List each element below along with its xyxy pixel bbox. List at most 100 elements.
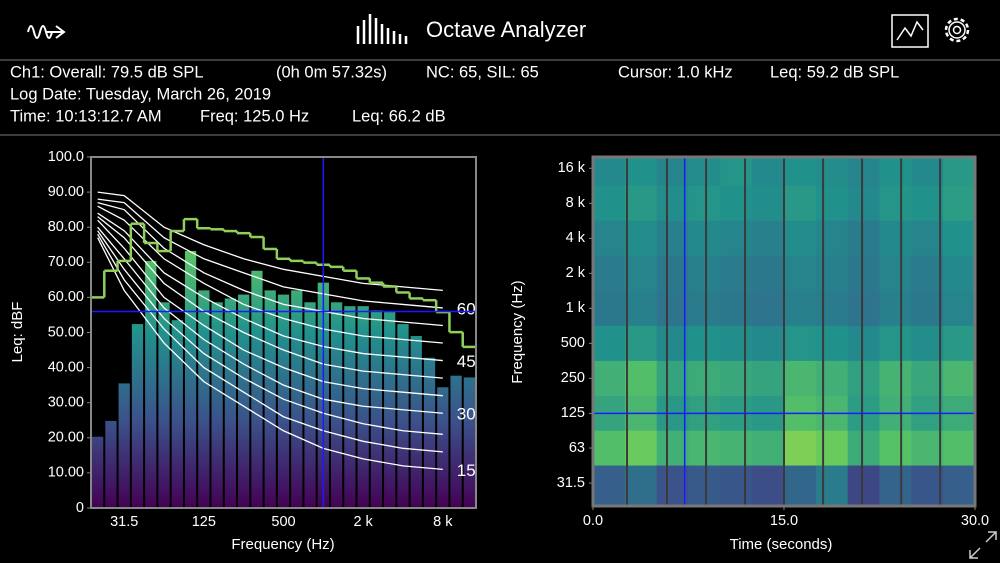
spectrogram-cell [879,430,912,467]
collapse-button[interactable] [969,531,997,559]
spectrogram-cell [656,465,689,507]
y-tick-label: 60.00 [48,289,84,305]
bar [264,290,276,508]
y-tick-label: 0 [76,500,84,516]
x-tick-label: 31.5 [110,514,138,530]
spectrogram-cell [752,465,785,507]
plot-frame [90,156,477,509]
info-text: Leq: 66.2 dB [352,107,446,125]
spectrogram-cell [688,465,721,507]
info-text: Time: 10:13:12.7 AM [10,107,162,125]
nc-curve-label: 45 [457,352,476,371]
app-title: Octave Analyzer [426,17,586,42]
spectrogram-cell [624,360,658,397]
nc-curve [97,233,443,453]
x-tick-label: 500 [271,514,295,530]
spectrogram-cell [656,220,689,257]
bar [198,290,210,508]
bar [171,320,183,508]
info-text: Ch1: Overall: 79.5 dB SPL [10,63,204,81]
spectrogram-cell [784,220,817,257]
spectrogram-cell [688,290,721,327]
spectrogram-cell [879,255,912,292]
spectrogram-cell [943,220,976,257]
spectrogram-cell [624,290,658,327]
spectrogram-cell [847,220,880,257]
spectrogram-cell [911,465,944,507]
spectrogram-cell [847,360,880,397]
spectrogram-cell [847,255,880,292]
spectrogram-cell [847,290,880,327]
bar [251,270,263,508]
nc-curve [97,230,443,435]
spectrogram-cell [688,360,721,397]
y-tick-label: 1 k [566,300,586,316]
gear-hole [952,25,962,35]
spectrogram-cell [815,430,849,467]
bar [304,302,316,508]
spectrogram-cell [624,220,658,257]
spectrogram-cell [815,360,849,397]
plot-frame [591,155,977,508]
bar [238,294,250,508]
spectrogram-cell [720,360,753,397]
spectrogram-cell [911,325,944,362]
spectrogram-cell [593,465,626,507]
y-tick-label: 8 k [566,195,586,211]
bar [131,324,144,508]
bar [450,375,462,508]
spectrogram-cell [593,325,626,362]
spectrogram-cell [688,430,721,467]
spectrogram-cell [943,465,976,507]
nc-curve [97,237,443,471]
info-text: Freq: 125.0 Hz [200,107,309,125]
bar [105,420,117,508]
x-axis-label: Frequency (Hz) [231,536,334,553]
y-tick-label: 16 k [558,160,586,176]
spectrogram-cell [879,220,912,257]
spectrogram-cell [847,185,880,222]
nc-curve [97,219,443,397]
y-tick-label: 80.00 [48,219,84,235]
spectrogram-cell [624,157,658,187]
spectrogram-cell [752,157,785,187]
spectrogram-cell [752,185,785,222]
bar [397,324,409,508]
spectrogram-cell [688,157,721,187]
spectrogram-cell [815,185,849,222]
info-text: NC: 65, SIL: 65 [426,63,539,81]
x-tick-label: 8 k [433,514,453,530]
y-tick-label: 70.00 [48,254,84,270]
bar [277,294,290,508]
spectrogram-cell [688,220,721,257]
settings-button[interactable] [944,17,970,43]
graph-button-glyph [896,20,924,41]
spectrogram-cell [656,360,689,397]
spectrogram-cell [593,290,626,327]
graph-button-frame[interactable] [891,14,929,48]
waveform-menu-icon[interactable] [27,25,66,39]
spectrogram-cell [720,325,753,362]
nc-curve-label: 30 [457,405,476,424]
bar [291,290,303,508]
spectrogram-cell [593,157,626,187]
x-tick-label: 125 [192,514,216,530]
x-tick-label: 2 k [353,514,373,530]
bar [330,302,343,508]
x-axis-label: Time (seconds) [730,536,833,553]
spectrogram-cell [943,290,976,327]
nc-curve [97,216,443,379]
spectrogram-cell [720,220,753,257]
info-text: Cursor: 1.0 kHz [618,63,733,81]
spectrogram-cell [911,430,944,467]
graph-mode-button[interactable] [891,14,929,48]
y-tick-label: 31.5 [557,475,585,491]
y-tick-label: 250 [561,370,585,386]
spectrogram-cell [593,185,626,222]
spectrogram-cell [784,465,817,507]
spectrogram-cell [656,255,689,292]
bar [211,302,223,508]
y-tick-label: 90.00 [48,184,84,200]
spectrogram-cell [847,157,880,187]
spectrogram-cell [593,220,626,257]
